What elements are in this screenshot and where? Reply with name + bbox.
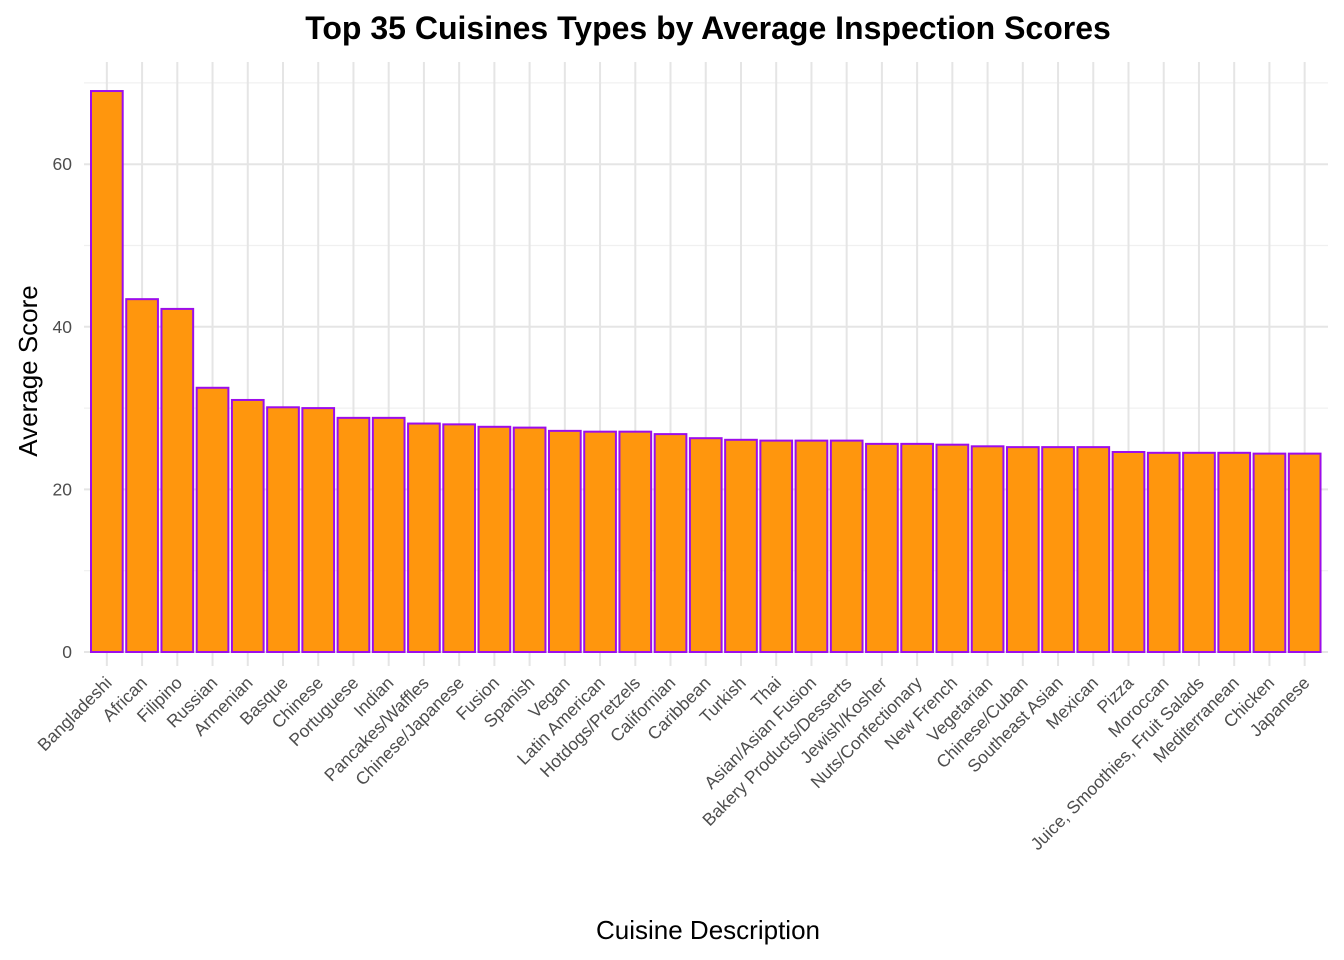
bar xyxy=(829,439,864,653)
bar xyxy=(935,443,970,653)
bar xyxy=(865,442,899,654)
y-tick-label: 40 xyxy=(53,317,73,337)
bar xyxy=(125,298,159,653)
bars xyxy=(90,90,1322,654)
bar xyxy=(477,425,512,654)
bar xyxy=(195,386,230,653)
bar xyxy=(160,307,195,653)
bar xyxy=(442,423,476,653)
y-tick-label: 20 xyxy=(53,479,73,499)
y-axis-ticks: 0 20 40 60 xyxy=(53,154,73,662)
bar xyxy=(1076,446,1111,653)
bar xyxy=(759,439,794,653)
chart-title: Top 35 Cuisines Types by Average Inspect… xyxy=(305,10,1111,46)
y-tick-label: 60 xyxy=(53,154,73,174)
bar xyxy=(547,429,582,654)
bar xyxy=(900,442,934,654)
bar xyxy=(618,430,653,653)
bar xyxy=(653,433,688,653)
bar xyxy=(1252,452,1287,653)
bar xyxy=(724,438,758,653)
y-axis-title: Average Score xyxy=(13,285,43,457)
bar xyxy=(1217,451,1252,653)
bar xyxy=(583,430,617,653)
bar xyxy=(371,416,406,653)
bar xyxy=(266,406,300,653)
bar xyxy=(1182,451,1216,653)
bar xyxy=(794,439,829,653)
bar xyxy=(512,426,547,653)
bar xyxy=(301,407,336,653)
bar xyxy=(1005,446,1040,653)
bar xyxy=(1111,451,1146,654)
bar xyxy=(90,90,124,653)
bar xyxy=(230,398,265,653)
bar xyxy=(1146,451,1181,653)
bar xyxy=(407,422,441,653)
bar xyxy=(688,437,723,653)
bar xyxy=(1287,452,1322,653)
x-axis-title: Cuisine Description xyxy=(596,915,820,945)
bar xyxy=(336,416,371,653)
bar xyxy=(970,445,1005,653)
bar xyxy=(1041,446,1075,653)
x-axis-ticks: BangladeshiAfricanFilipinoRussianArmenia… xyxy=(33,673,1313,854)
y-tick-label: 0 xyxy=(62,642,72,662)
